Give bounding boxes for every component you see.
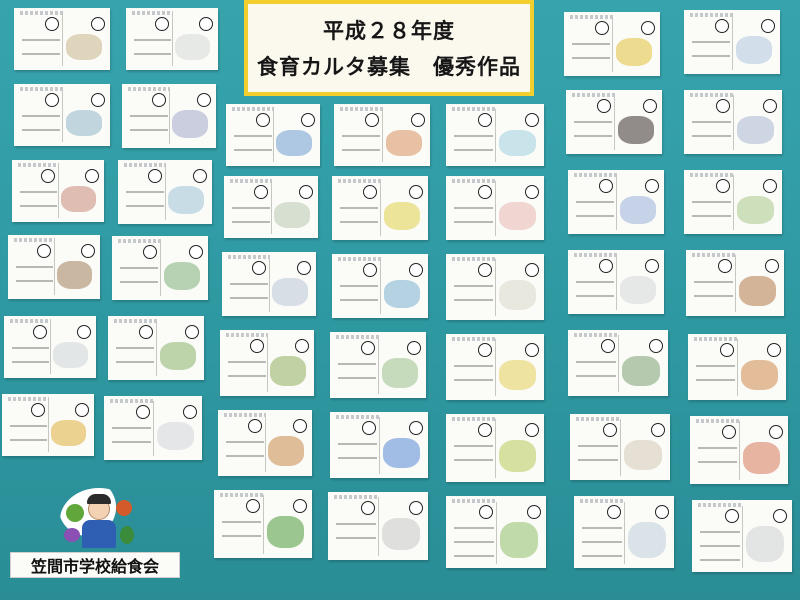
karuta-card [334,104,430,166]
karuta-card [688,334,786,400]
karuta-card [220,330,314,396]
karuta-card [446,176,544,240]
karuta-card [112,236,208,300]
karuta-card [8,235,100,299]
karuta-card [446,254,544,320]
karuta-card [684,10,780,74]
karuta-card [224,176,318,238]
karuta-card [126,8,218,70]
karuta-card [446,496,546,568]
karuta-card [14,84,110,146]
title-line-1: 平成２８年度 [323,19,455,43]
karuta-card [108,316,204,380]
karuta-card [332,254,428,318]
karuta-card [104,396,202,460]
karuta-card [570,414,670,480]
title-banner: 平成２８年度 食育カルタ募集 優秀作品 [244,0,534,96]
karuta-card [12,160,104,222]
karuta-card [568,170,664,234]
karuta-card [566,90,662,154]
karuta-card [446,334,544,400]
karuta-card [684,170,782,234]
karuta-card [328,492,428,560]
karuta-card [446,104,544,166]
karuta-card [332,176,428,240]
title-line-2: 食育カルタ募集 優秀作品 [257,55,521,79]
karuta-card [222,252,316,316]
karuta-card [2,394,94,456]
karuta-card [330,332,426,398]
karuta-card [568,330,668,396]
karuta-card [692,500,792,572]
karuta-card [226,104,320,166]
karuta-card [218,410,312,476]
karuta-card [4,316,96,378]
karuta-card [564,12,660,76]
karuta-card [14,8,110,70]
karuta-card [574,496,674,568]
karuta-card [122,84,216,148]
karuta-card [684,90,782,154]
karuta-card [214,490,312,558]
karuta-card [568,250,664,314]
karuta-card [118,160,212,224]
karuta-card [686,250,784,316]
karuta-card [446,414,544,482]
mascot-illustration [60,488,138,552]
organization-label: 笠間市学校給食会 [10,552,180,578]
karuta-card [330,412,428,478]
karuta-card [690,416,788,484]
